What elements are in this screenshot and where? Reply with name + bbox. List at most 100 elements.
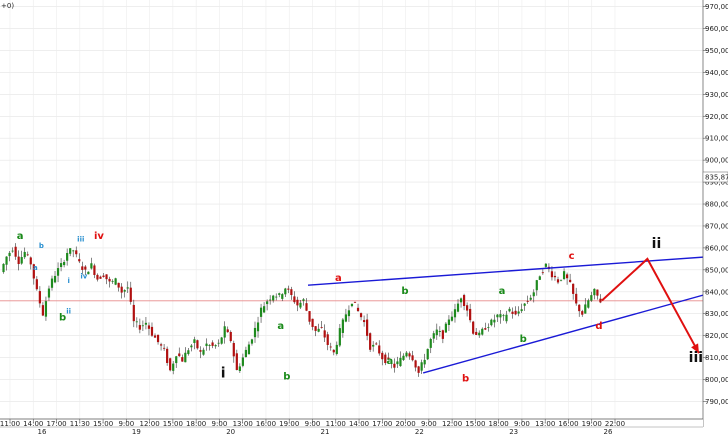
y-tick-label: 840,00 [705, 288, 728, 296]
candle-body [393, 363, 396, 368]
y-tick-label: 890,00 [705, 179, 728, 187]
candle-body [526, 301, 529, 302]
candle-body [220, 337, 223, 344]
candle-body [544, 263, 547, 267]
candle-body [411, 355, 414, 361]
candle-body [278, 293, 281, 295]
candle-body [353, 301, 357, 303]
y-tick-label: 860,00 [705, 244, 728, 252]
wave-label: iv [80, 273, 87, 281]
candle-body [144, 322, 148, 325]
wave-label: b [401, 286, 408, 297]
candle-body [447, 319, 451, 325]
y-tick-label: 870,00 [705, 222, 728, 230]
candle-body [405, 352, 408, 357]
candle-body [396, 361, 399, 365]
candle-body [562, 271, 566, 280]
candle-body [14, 246, 17, 257]
candle-body [232, 342, 235, 357]
wave-label: i [221, 365, 226, 381]
x-tick-label: 17:00 [46, 420, 66, 428]
gridlines [0, 0, 703, 419]
candle-body [96, 274, 99, 280]
candle-body [499, 314, 502, 318]
x-tick-label: 18:00 [489, 420, 509, 428]
candle-body [559, 279, 563, 281]
wave-label: i [67, 277, 69, 285]
candle-body [438, 330, 441, 332]
x-date-label: 22 [415, 428, 424, 435]
y-tick-label: 800,00 [705, 376, 728, 384]
candle-body [523, 303, 526, 306]
candle-body [593, 288, 596, 296]
candle-body [117, 282, 120, 288]
x-tick-label: 11:30 [70, 420, 90, 428]
candle-body [253, 327, 257, 338]
y-tick-label: 950,00 [705, 47, 728, 55]
candle-body [269, 299, 272, 301]
candle-body [538, 276, 541, 280]
candle-body [17, 256, 20, 265]
x-tick-label: 16:00 [256, 420, 276, 428]
y-tick-label: 880,00 [705, 201, 728, 209]
candle-body [223, 326, 226, 338]
wave-label: b [283, 372, 290, 383]
candle-body [453, 309, 457, 318]
y-tick-label: 850,00 [705, 266, 728, 274]
candle-body [102, 275, 105, 277]
y-tick-label: 820,00 [705, 332, 728, 340]
candle-body [532, 292, 535, 297]
candle-body [99, 276, 102, 279]
price-marker-box [702, 171, 728, 183]
candle-body [238, 366, 241, 371]
x-tick-label: 9:00 [514, 420, 530, 428]
trendline-upper [307, 254, 728, 286]
x-tick-label: 18:00 [186, 420, 206, 428]
candle-body [147, 325, 151, 329]
candle-body [338, 328, 341, 346]
candle-body [332, 349, 335, 353]
candle-body [462, 295, 466, 307]
candle-body [150, 326, 154, 336]
plot-background [0, 0, 703, 427]
candle-body [181, 357, 184, 362]
wave-label: a [499, 286, 506, 297]
candle-body [38, 291, 41, 304]
candle-body [329, 346, 332, 348]
candle-body [366, 319, 369, 336]
candle-body [90, 263, 93, 269]
candle-body [369, 333, 372, 350]
x-tick-label: 14:00 [23, 420, 43, 428]
candle-body [487, 327, 490, 329]
candle-body [159, 344, 163, 346]
candle-body [2, 263, 5, 273]
candle-body [408, 353, 411, 357]
candle-body [435, 329, 438, 336]
wave-label: b [39, 242, 44, 250]
wave-label: b [520, 334, 527, 345]
x-tick-label: 19:00 [582, 420, 602, 428]
candle-body [429, 339, 432, 348]
candle-body [572, 283, 575, 294]
candle-body [72, 250, 75, 252]
y-tick-label: 960,00 [705, 25, 728, 33]
candle-body [184, 352, 187, 363]
candle-body [469, 308, 472, 321]
wave-label: iii [689, 350, 703, 366]
candle-body [166, 348, 169, 363]
candle-body [356, 307, 360, 312]
wave-label: iv [94, 231, 104, 242]
candle-body [456, 303, 460, 312]
candle-body [226, 329, 229, 333]
candle-body [108, 278, 111, 282]
wave-label: a [277, 321, 284, 332]
candle-body [190, 345, 193, 348]
projection-path [601, 257, 700, 354]
candle-body [517, 311, 520, 314]
candle-body [514, 310, 517, 315]
candle-body [93, 265, 96, 275]
candle-body [81, 266, 84, 270]
candle-body [156, 334, 160, 343]
wave-label: b [462, 374, 469, 385]
